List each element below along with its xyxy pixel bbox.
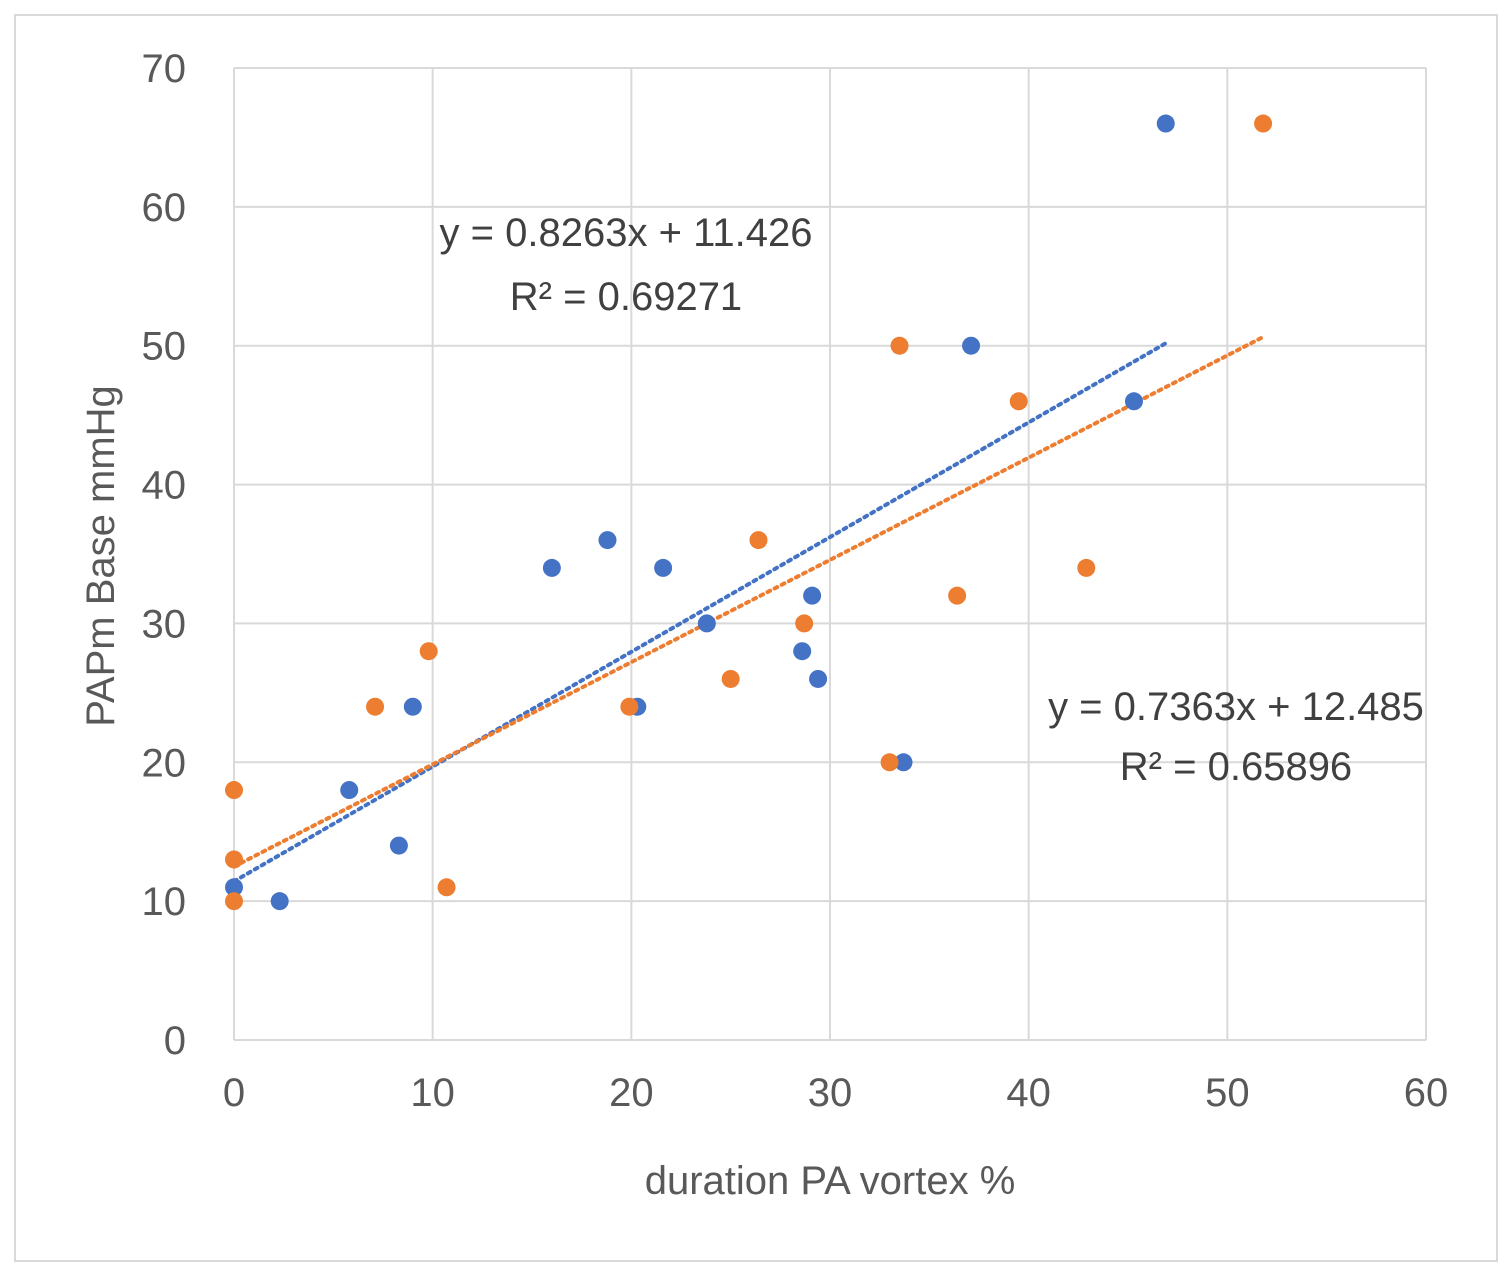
series-blue-point (270, 892, 289, 911)
series-orange-point (721, 669, 740, 688)
series-blue-trendline (232, 341, 1168, 884)
series-blue-point (793, 642, 812, 661)
series-blue-point (389, 836, 408, 855)
series-orange-point (890, 336, 909, 355)
series-orange-point (225, 892, 243, 911)
x-tick-label: 30 (808, 1071, 853, 1115)
y-tick-label: 0 (164, 1019, 186, 1063)
series-orange-point (419, 642, 438, 661)
series-blue-point (894, 753, 913, 772)
x-tick-label: 20 (609, 1071, 654, 1115)
y-axis-title: PAPm Base mmHg (79, 385, 123, 727)
series-orange-point (749, 531, 768, 550)
series-blue-point (697, 614, 716, 633)
series-orange-point (620, 697, 639, 716)
series-orange-point (948, 586, 967, 605)
y-tick-label: 30 (142, 602, 187, 646)
series-orange-point (1254, 114, 1273, 133)
series-orange-point (880, 753, 899, 772)
series-orange-point (437, 878, 456, 897)
series-blue-point (803, 586, 822, 605)
x-tick-label: 60 (1404, 1071, 1449, 1115)
series-blue-point (340, 781, 359, 800)
series-blue-point (225, 878, 243, 897)
orange-trendline-equation: y = 0.7363x + 12.485 (1048, 685, 1424, 729)
series-orange-point (225, 850, 243, 869)
series-orange-point (795, 614, 814, 633)
series-blue-point (598, 531, 617, 550)
orange-trendline-r2: R² = 0.65896 (1120, 745, 1352, 789)
series-blue-point (1156, 114, 1175, 133)
x-tick-label: 0 (223, 1071, 245, 1115)
blue-trendline-equation: y = 0.8263x + 11.426 (440, 211, 813, 255)
y-tick-label: 60 (142, 186, 187, 230)
x-axis-title: duration PA vortex % (645, 1159, 1016, 1203)
x-tick-label: 40 (1006, 1071, 1051, 1115)
series-orange-point (225, 781, 243, 800)
x-tick-label: 10 (410, 1071, 455, 1115)
series-blue-point (542, 558, 561, 577)
series-orange-trendline (232, 335, 1266, 869)
y-tick-label: 50 (142, 325, 187, 369)
chart-frame (14, 14, 1498, 1262)
trendlines (232, 335, 1266, 884)
series-blue-point (403, 697, 422, 716)
series-blue-point (1124, 392, 1143, 411)
series-orange-point (366, 697, 385, 716)
series-blue-point (962, 336, 981, 355)
y-tick-label: 70 (142, 47, 187, 91)
series-orange-point (1077, 558, 1096, 577)
series-blue-point (654, 558, 673, 577)
x-tick-label: 50 (1205, 1071, 1250, 1115)
tick-labels: 0 10 20 30 40 50 60 0 10 20 30 40 50 60 70 (142, 47, 1449, 1115)
series-orange-point (1009, 392, 1028, 411)
y-tick-label: 20 (142, 741, 187, 785)
blue-trendline-r2: R² = 0.69271 (510, 275, 742, 319)
series-blue-point (809, 669, 828, 688)
data-points (225, 114, 1273, 911)
gridlines (233, 67, 1427, 1041)
y-tick-label: 10 (142, 880, 187, 924)
y-tick-label: 40 (142, 464, 187, 508)
